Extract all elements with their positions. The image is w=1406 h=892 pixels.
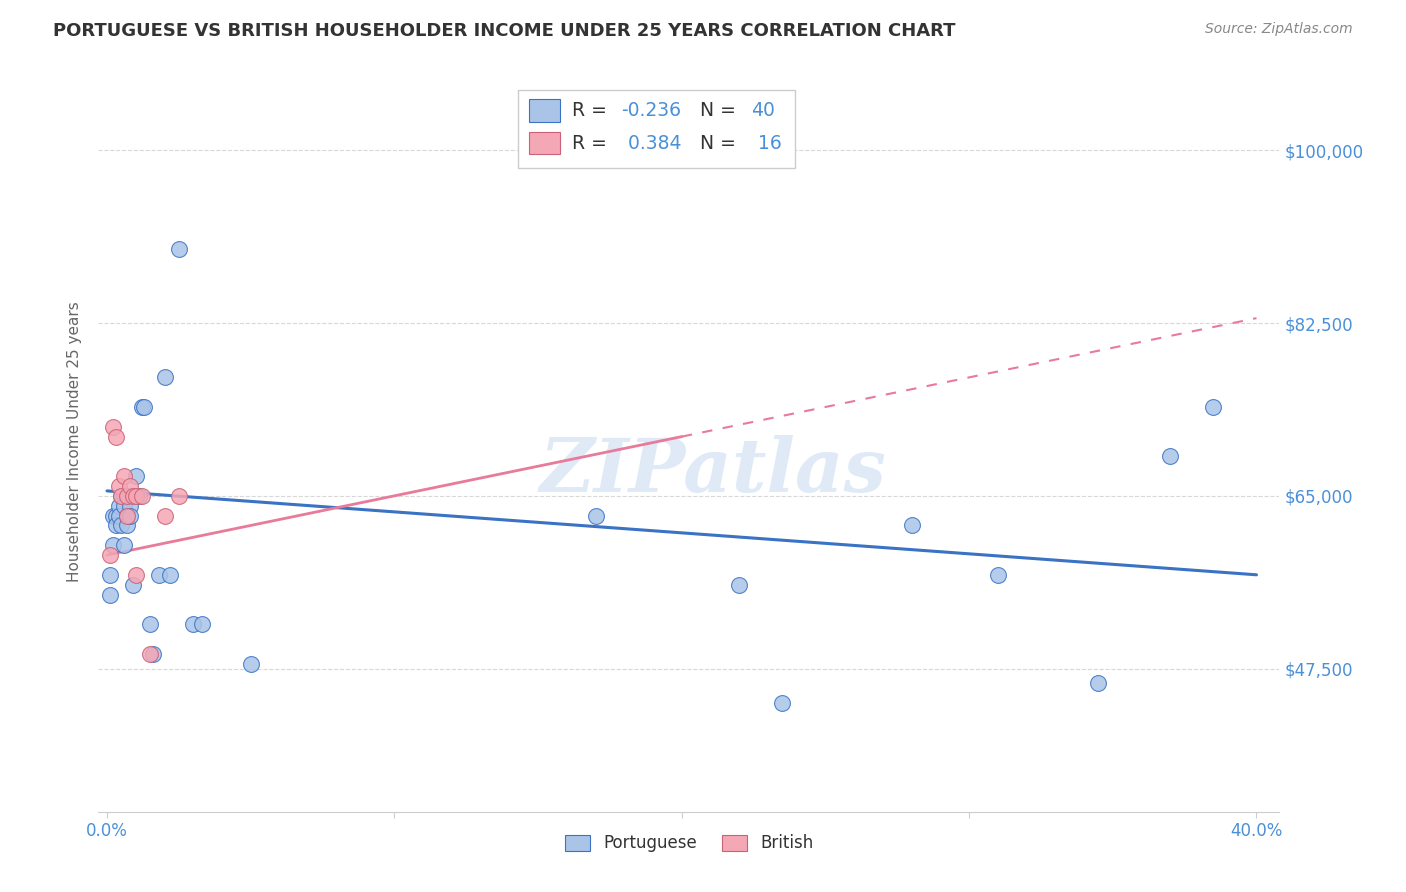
Point (118, 479, 141, 493)
Legend: Portuguese, British: Portuguese, British (558, 828, 820, 859)
Point (1159, 450, 1181, 464)
Text: N =: N = (700, 134, 741, 153)
FancyBboxPatch shape (530, 100, 560, 121)
Point (98, 567, 121, 582)
Point (115, 508, 138, 523)
Text: ZIPatlas: ZIPatlas (538, 435, 886, 508)
Point (239, 657, 262, 671)
Point (115, 518, 138, 533)
Point (115, 489, 138, 503)
Text: Source: ZipAtlas.com: Source: ZipAtlas.com (1205, 22, 1353, 37)
Point (104, 429, 127, 443)
Point (118, 508, 141, 523)
Point (101, 508, 124, 523)
Point (770, 696, 793, 710)
Point (115, 508, 138, 523)
Point (110, 518, 132, 533)
Point (128, 489, 150, 503)
FancyBboxPatch shape (530, 132, 560, 154)
Text: R =: R = (572, 101, 613, 120)
Point (142, 647, 165, 661)
Point (125, 469, 148, 483)
Point (167, 242, 190, 256)
Point (107, 499, 129, 513)
Point (1202, 400, 1225, 414)
Point (159, 567, 181, 582)
Point (122, 577, 145, 591)
Point (110, 489, 132, 503)
Point (101, 538, 124, 552)
Point (110, 489, 132, 503)
Point (125, 567, 148, 582)
Text: PORTUGUESE VS BRITISH HOUSEHOLDER INCOME UNDER 25 YEARS CORRELATION CHART: PORTUGUESE VS BRITISH HOUSEHOLDER INCOME… (53, 22, 956, 40)
Point (134, 400, 156, 414)
Point (122, 489, 145, 503)
Point (101, 419, 124, 434)
Point (107, 508, 129, 523)
Point (153, 370, 176, 384)
Text: 0.384: 0.384 (621, 134, 681, 153)
Point (131, 489, 153, 503)
Point (900, 518, 922, 533)
Point (112, 489, 135, 503)
Point (118, 499, 141, 513)
Point (115, 489, 138, 503)
Text: R =: R = (572, 134, 613, 153)
Point (125, 489, 148, 503)
Point (104, 508, 127, 523)
Point (1087, 676, 1109, 690)
Point (167, 489, 190, 503)
Point (139, 647, 162, 661)
Point (139, 617, 162, 632)
Text: -0.236: -0.236 (621, 101, 682, 120)
Point (148, 567, 170, 582)
Text: 16: 16 (752, 134, 782, 153)
Point (585, 508, 607, 523)
Point (98, 588, 121, 602)
Y-axis label: Householder Income Under 25 years: Householder Income Under 25 years (67, 301, 83, 582)
FancyBboxPatch shape (517, 90, 796, 168)
Text: 40: 40 (752, 101, 776, 120)
Text: N =: N = (700, 101, 741, 120)
Point (112, 499, 135, 513)
Point (107, 479, 129, 493)
Point (153, 508, 176, 523)
Point (104, 518, 127, 533)
Point (191, 617, 214, 632)
Point (112, 538, 135, 552)
Point (131, 400, 153, 414)
Point (728, 577, 751, 591)
Point (98, 548, 121, 562)
Point (181, 617, 204, 632)
Point (112, 469, 135, 483)
Point (987, 567, 1010, 582)
